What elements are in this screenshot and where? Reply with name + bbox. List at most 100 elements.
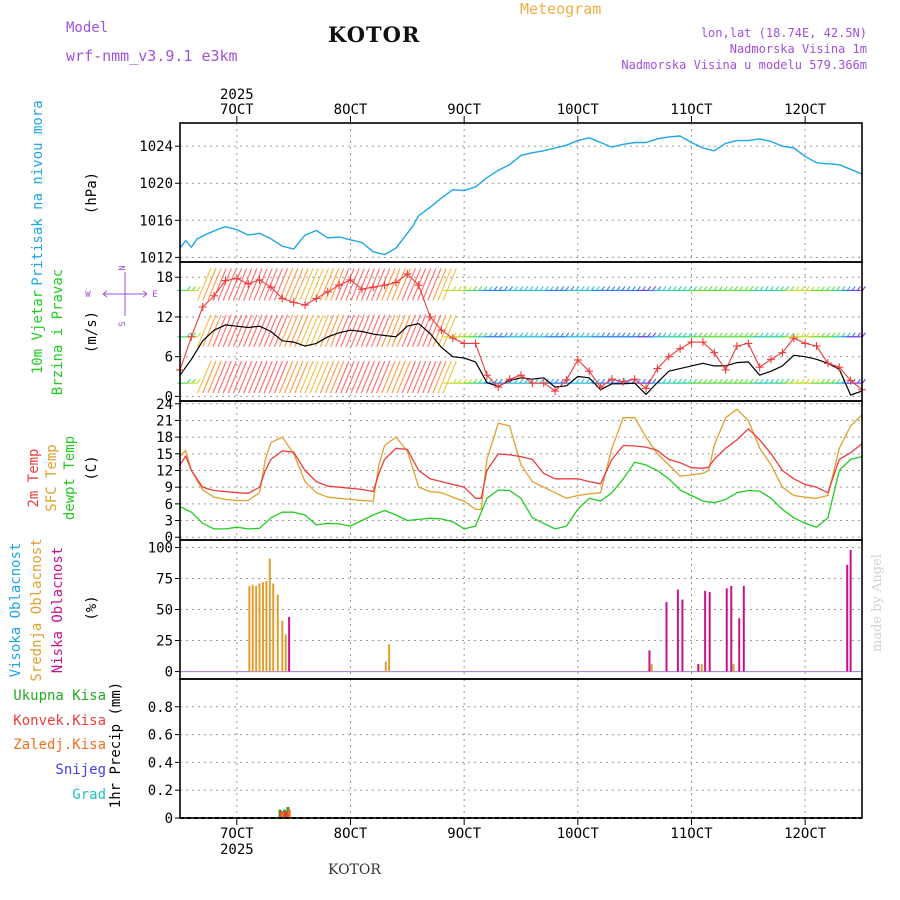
wind-barb-tip-0-114 — [769, 378, 774, 384]
wind-gust-marker-6 — [244, 279, 253, 288]
cloud-bar-0-0 — [248, 585, 251, 672]
wind-barb-tip-2-115 — [775, 286, 779, 291]
wind-barb-tip-2-79 — [590, 286, 595, 291]
wind-barb-2-3 — [197, 268, 212, 301]
wind-barb-0-18 — [273, 360, 289, 394]
wind-barb-2-14 — [253, 268, 268, 301]
cloud-units: (%) — [84, 595, 100, 620]
wind-barb-tip-2-74 — [565, 286, 570, 291]
wind-barb-tip-1-127 — [836, 332, 841, 338]
wind-barb-tip-0-0 — [186, 378, 191, 384]
wind-barb-tip-0-90 — [647, 378, 652, 384]
wind-barb-1-12 — [243, 314, 258, 348]
wind-barb-tip-1-105 — [723, 332, 728, 338]
wind-barb-tip-2-72 — [555, 286, 559, 291]
wind-gust-marker-25 — [460, 339, 469, 348]
wind-barb-tip-1-2 — [197, 332, 201, 338]
wind-barb-tip-2-65 — [519, 286, 524, 291]
wind-barb-tip-1-93 — [662, 332, 667, 338]
wind-barb-1-44 — [406, 314, 422, 348]
panel-frame-pressure — [179, 122, 863, 263]
compass-west: W — [85, 290, 91, 300]
cloud-bar-0-11 — [384, 661, 387, 672]
wind-barb-tip-1-98 — [688, 332, 692, 338]
wind-barb-2-26 — [314, 268, 329, 301]
wind-barb-1-18 — [273, 314, 289, 348]
wind-barb-1-26 — [314, 314, 329, 348]
wind-barb-tip-1-66 — [524, 332, 529, 338]
wind-barb-1-30 — [335, 314, 350, 348]
cloud-bar-0-4 — [261, 582, 264, 672]
wind-barb-1-40 — [386, 314, 401, 348]
xtick-label-top-3: 10OCT — [557, 102, 600, 118]
wind-barb-0-43 — [401, 360, 416, 394]
wind-barb-0-20 — [284, 360, 299, 394]
cloud-bar-0-8 — [276, 594, 279, 672]
wind-barb-2-22 — [294, 268, 309, 301]
wind-barb-tip-0-72 — [555, 378, 559, 384]
precip-legend-1: Konvek.Kisa — [13, 713, 106, 729]
wind-barb-1-22 — [294, 314, 309, 348]
wind-barb-tip-2-0 — [186, 286, 191, 291]
wind-barb-tip-0-110 — [749, 378, 754, 384]
wind-barb-tip-2-107 — [734, 286, 739, 291]
wind-barb-1-7 — [217, 314, 232, 348]
wind-barb-2-18 — [273, 268, 289, 301]
wind-barb-tip-0-112 — [759, 378, 764, 384]
cloud-bar-0-9 — [281, 620, 284, 672]
wind-barb-2-33 — [350, 268, 365, 301]
wind-gust-marker-43 — [664, 352, 673, 361]
wind-barb-tip-2-121 — [805, 286, 810, 291]
wind-barb-tip-2-127 — [836, 286, 841, 291]
ytick-label-clouds-3: 75 — [156, 571, 173, 587]
wind-barb-tip-0-131 — [856, 378, 861, 384]
cloud-bar-1-12 — [846, 564, 849, 672]
wind-barb-tip-0-91 — [652, 378, 657, 384]
wind-gust-marker-4 — [221, 276, 230, 285]
wind-barb-0-35 — [360, 360, 376, 394]
wind-barb-tip-1-76 — [575, 332, 580, 338]
wind-barb-tip-2-63 — [509, 286, 513, 291]
wind-barb-0-11 — [238, 360, 253, 394]
wind-barb-tip-2-90 — [647, 286, 652, 291]
wind-barb-tip-0-55 — [468, 378, 473, 384]
cloud-bar-0-12 — [388, 644, 391, 672]
wind-gust-marker-59 — [846, 376, 855, 385]
wind-barb-0-22 — [294, 360, 309, 394]
wind-barb-0-41 — [391, 360, 406, 394]
cloud-bar-1-1 — [648, 650, 651, 672]
wind-barb-tip-2-67 — [529, 286, 534, 291]
wind-barb-2-8 — [222, 268, 237, 301]
wind-barb-2-35 — [360, 268, 376, 301]
wind-ylabel-line1: 10m Vjetar — [30, 290, 46, 374]
wind-barb-0-10 — [232, 360, 248, 394]
wind-barb-2-40 — [386, 268, 401, 301]
ytick-label-pressure-0: 1012 — [139, 250, 173, 266]
cloud-bar-0-6 — [268, 558, 271, 672]
wind-barb-tip-2-54 — [463, 286, 467, 291]
wind-barb-0-21 — [289, 360, 304, 394]
wind-barb-tip-2-126 — [831, 286, 836, 291]
temp-ylabel-1: SFC Temp — [44, 444, 60, 511]
wind-gust-marker-47 — [710, 348, 719, 357]
wind-barb-2-46 — [417, 268, 432, 301]
dewpoint-line — [179, 455, 863, 530]
precip-bar-2-0 — [280, 812, 284, 818]
wind-gust-marker-33 — [551, 387, 560, 396]
wind-barb-tip-0-81 — [601, 378, 606, 384]
wind-barb-tip-0-64 — [514, 378, 519, 384]
wind-barb-tip-0-124 — [821, 378, 825, 384]
wind-barb-tip-1-65 — [519, 332, 524, 338]
wind-gust-marker-56 — [812, 342, 821, 351]
wind-gust-marker-50 — [744, 339, 753, 348]
precip-legend-0: Ukupna Kisa — [13, 688, 106, 704]
wind-barb-tip-2-82 — [606, 286, 611, 291]
wind-gust-marker-45 — [687, 338, 696, 347]
wind-gust-marker-46 — [698, 338, 707, 347]
wind-barb-tip-2-130 — [851, 286, 856, 291]
model-altitude-label: Nadmorska Visina u modelu 579.366m — [621, 58, 867, 72]
wind-barb-tip-1-101 — [703, 332, 708, 338]
wind-gust-marker-20 — [403, 269, 412, 278]
wind-gust-marker-53 — [778, 348, 787, 357]
wind-barb-0-12 — [243, 360, 258, 394]
